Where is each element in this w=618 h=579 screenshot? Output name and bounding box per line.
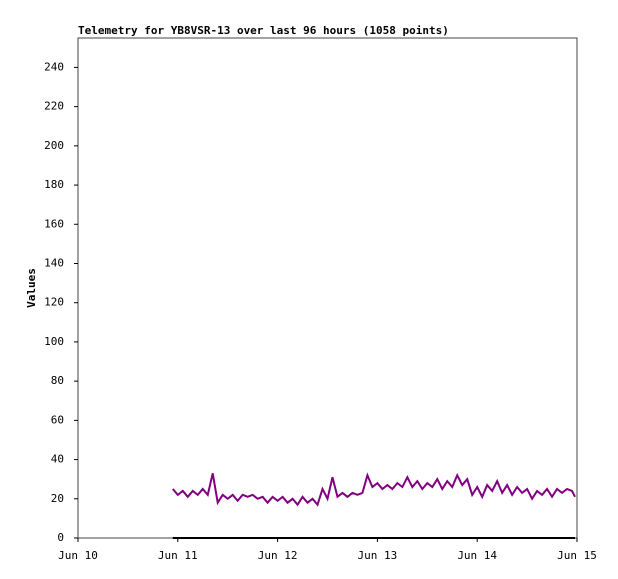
- y-tick-label: 240: [44, 60, 64, 73]
- plot-frame: [77, 37, 578, 539]
- x-tick-label: Jun 10: [58, 549, 98, 562]
- y-tick-label: 0: [57, 531, 64, 544]
- x-tick-label: Jun 11: [158, 549, 198, 562]
- x-tick-label: Jun 12: [258, 549, 298, 562]
- y-tick-label: 60: [51, 413, 64, 426]
- chart-title: Telemetry for YB8VSR-13 over last 96 hou…: [78, 24, 449, 37]
- y-tick-label: 180: [44, 178, 64, 191]
- x-tick-label: Jun 15: [557, 549, 597, 562]
- x-tick-label: Jun 14: [457, 549, 497, 562]
- y-tick-label: 220: [44, 100, 64, 113]
- y-tick-label: 140: [44, 256, 64, 269]
- y-axis-label: Values: [25, 268, 38, 308]
- y-tick-label: 120: [44, 296, 64, 309]
- series-line: [172, 472, 576, 507]
- y-tick-label: 160: [44, 217, 64, 230]
- y-tick-label: 200: [44, 139, 64, 152]
- y-tick-label: 40: [51, 453, 64, 466]
- y-tick-label: 20: [51, 492, 64, 505]
- y-tick-label: 100: [44, 335, 64, 348]
- y-tick-label: 80: [51, 374, 64, 387]
- x-tick-label: Jun 13: [358, 549, 398, 562]
